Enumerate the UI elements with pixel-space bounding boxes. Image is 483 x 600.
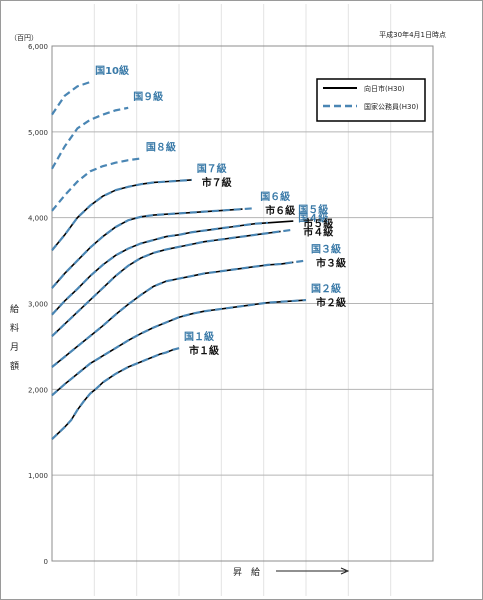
national-grade-7-line [51, 178, 192, 251]
y-tick-label: 3,000 [28, 301, 48, 309]
vertical-gridlines [93, 4, 392, 596]
ylabel-char-4: 額 [10, 360, 19, 372]
horizontal-gridlines [52, 131, 433, 476]
city-grade-4-label: 市４級 [303, 226, 333, 239]
y-tick-label: 1,000 [28, 472, 48, 480]
ylabel-char-1: 給 [10, 303, 19, 315]
city-grade-2-label: 市２級 [316, 296, 346, 309]
city-grade-3-label: 市３級 [316, 257, 346, 270]
legend: 向日市(H30) 国家公務員(H30) [316, 78, 426, 122]
date-note: 平成30年4月1日時点 [379, 30, 446, 39]
legend-box [316, 78, 426, 122]
national-grade-5-line [51, 221, 268, 316]
series-lines [51, 81, 307, 440]
national-grade-3-line [51, 259, 307, 368]
national-grade-4-line [51, 228, 294, 337]
national-grade-6-line [51, 207, 256, 289]
unit-label: （百円） [10, 34, 38, 42]
ylabel-char-2: 料 [10, 322, 19, 334]
y-tick-label: 2,000 [28, 386, 48, 394]
y-tick-label: 6,000 [28, 43, 48, 51]
city-grade-7-label: 市７級 [202, 176, 232, 189]
y-tick-label: 5,000 [28, 129, 48, 137]
national-grade-9-label: 国９級 [133, 90, 163, 103]
national-grade-6-label: 国６級 [260, 190, 290, 203]
national-grade-8-line [51, 157, 142, 212]
national-grade-10-line [51, 81, 91, 116]
legend-label-national: 国家公務員(H30) [364, 102, 419, 111]
y-tick-labels: 0 1,000 2,000 3,000 4,000 5,000 6,000 [28, 43, 48, 566]
national-grade-1-line [51, 347, 180, 440]
y-tick-label: 4,000 [28, 215, 48, 223]
plot-border [51, 45, 434, 562]
y-tick-label: 0 [44, 558, 48, 566]
city-grade-4-line [51, 230, 281, 337]
national-grade-2-line [51, 298, 307, 397]
city-grade-5-label: 市５級 [303, 217, 333, 230]
national-grade-3-label: 国３級 [311, 243, 341, 256]
national-grade-7-label: 国７級 [197, 162, 227, 175]
city-grade-1-line [51, 347, 180, 440]
national-grade-1-label: 国１級 [184, 330, 214, 343]
city-grade-1-label: 市１級 [189, 344, 219, 357]
x-axis-arrow [276, 567, 350, 575]
national-grade-4-label: 国４級 [298, 212, 328, 225]
legend-label-city: 向日市(H30) [364, 84, 405, 93]
national-grade-9-line [51, 106, 129, 170]
national-grade-5-label: 国５級 [298, 203, 328, 216]
national-grade-10-label: 国10級 [95, 64, 129, 77]
city-grade-6-line [51, 208, 243, 289]
city-grade-6-label: 市６級 [265, 204, 295, 217]
ylabel-char-3: 月 [10, 342, 19, 353]
national-grade-8-label: 国８級 [146, 140, 176, 153]
city-grade-7-line [51, 179, 192, 251]
x-axis-label: 昇 給 [233, 566, 260, 578]
national-grade-2-label: 国２級 [311, 282, 341, 295]
